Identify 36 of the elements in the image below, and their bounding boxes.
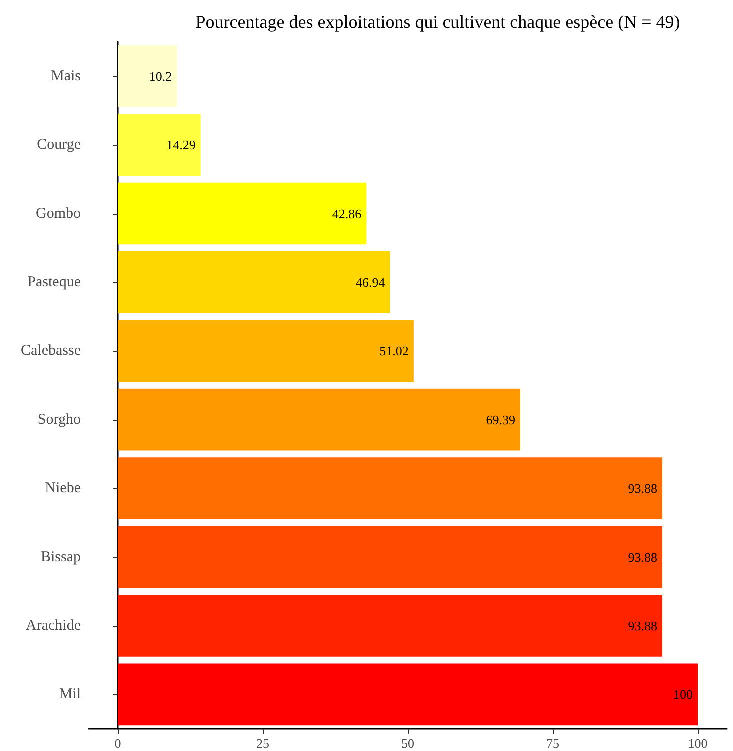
data-label: 93.88 (628, 481, 658, 496)
x-tick-label: 25 (256, 736, 270, 751)
bar (118, 458, 663, 520)
y-tick-label: Sorgho (38, 412, 81, 428)
bar (118, 595, 663, 657)
data-label: 14.29 (166, 138, 196, 153)
bar (118, 320, 414, 382)
y-tick-label: Mil (59, 686, 81, 703)
y-tick-label: Pasteque (28, 274, 82, 290)
data-label: 10.2 (149, 68, 172, 84)
data-label: 51.02 (380, 344, 409, 359)
bar (118, 252, 390, 314)
data-label: 100 (674, 687, 693, 702)
data-label: 93.88 (628, 618, 658, 634)
y-tick-label: Mais (51, 68, 82, 84)
x-tick-label: 100 (688, 736, 708, 751)
y-tick-label: Bissap (40, 549, 81, 566)
x-tick-label: 75 (546, 736, 560, 751)
y-tick-label: Calebasse (21, 343, 82, 360)
y-tick-label: Gombo (36, 206, 81, 222)
bar (118, 182, 367, 245)
data-label: 69.39 (486, 412, 516, 428)
y-tick-label: Niebe (45, 480, 82, 497)
bar (118, 114, 201, 176)
data-label: 46.94 (356, 274, 386, 290)
bar (118, 388, 520, 451)
bar (118, 45, 178, 108)
y-tick-label: Courge (37, 137, 82, 154)
data-label: 42.86 (332, 206, 362, 222)
x-tick-label: 0 (114, 736, 122, 751)
data-label: 93.88 (628, 550, 658, 565)
chart-title: Pourcentage des exploitations qui cultivent chaque espèce (N = 49) (196, 12, 680, 32)
y-tick-label: Arachide (26, 618, 82, 634)
bar (118, 526, 663, 588)
x-tick-label: 50 (402, 736, 414, 751)
bar (118, 664, 698, 726)
